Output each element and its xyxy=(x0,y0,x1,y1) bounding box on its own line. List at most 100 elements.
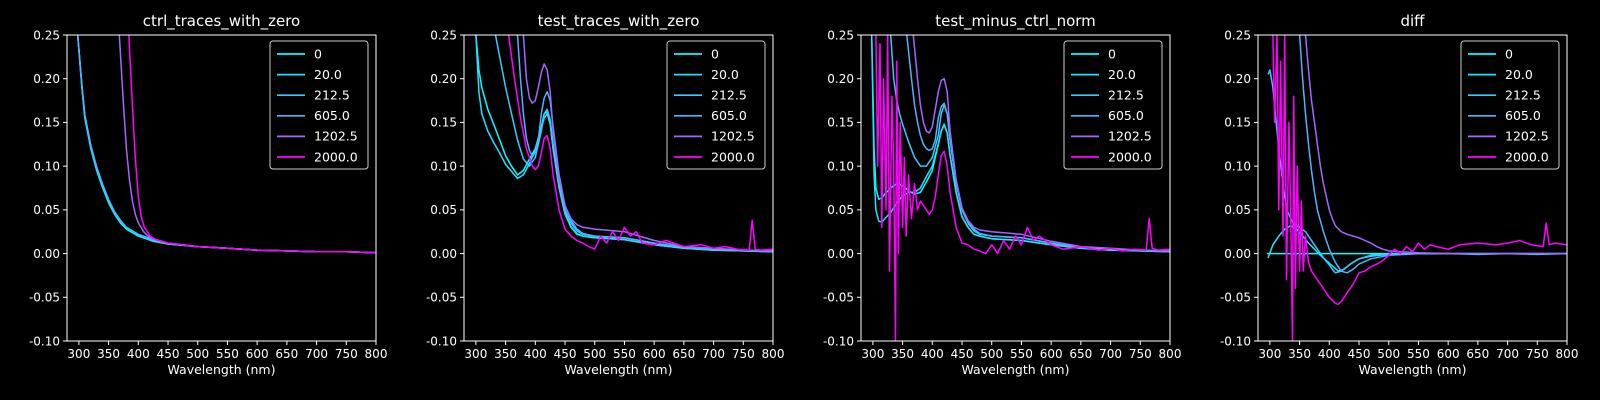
series-line-20.0 xyxy=(1267,224,1567,272)
x-tick-label: 600 xyxy=(643,347,666,361)
legend: 0 20.0 212.5 605.0 1202.5 2000.0 xyxy=(1460,40,1560,170)
legend-label: 20.0 xyxy=(1108,67,1136,82)
x-tick-label: 750 xyxy=(1526,347,1549,361)
y-tick-label: 0.05 xyxy=(430,203,457,217)
x-tick-label: 300 xyxy=(861,347,884,361)
x-tick-label: 400 xyxy=(127,347,150,361)
legend: 0 20.0 212.5 605.0 1202.5 2000.0 xyxy=(269,40,369,170)
axes-frame xyxy=(1257,34,1568,342)
chart-title: diff xyxy=(1400,12,1425,30)
series-group xyxy=(76,35,376,254)
y-tick-label: 0.00 xyxy=(33,247,60,261)
y-tick-label: 0.20 xyxy=(430,72,457,86)
x-tick-label: 450 xyxy=(157,347,180,361)
x-tick-label: 800 xyxy=(1556,347,1579,361)
legend-label: 0 xyxy=(711,46,719,61)
y-tick-label: 0.05 xyxy=(33,203,60,217)
series-line-1202.5 xyxy=(1304,35,1567,255)
x-tick-label: 350 xyxy=(1288,347,1311,361)
axes-frame xyxy=(860,34,1171,342)
series-line-2000.0 xyxy=(128,35,376,254)
x-tick-label: 800 xyxy=(762,347,785,361)
y-tick-label: 0.00 xyxy=(827,247,854,261)
x-tick-label: 400 xyxy=(1318,347,1341,361)
x-tick-label: 650 xyxy=(1466,347,1489,361)
chart-panel-0: ctrl_traces_with_zero Wavelength (nm) 300 3… xyxy=(29,12,388,377)
x-tick-label: 600 xyxy=(246,347,269,361)
x-tick-label: 350 xyxy=(97,347,120,361)
y-tick-label: 0.15 xyxy=(430,116,457,130)
y-tick-label: 0.05 xyxy=(827,203,854,217)
series-group xyxy=(1266,35,1567,341)
x-tick-label: 750 xyxy=(732,347,755,361)
x-tick-label: 450 xyxy=(1348,347,1371,361)
chart-panel-1: test_traces_with_zero Wavelength (nm) 300 3… xyxy=(426,12,785,377)
legend-label: 20.0 xyxy=(711,67,739,82)
x-tick-label: 500 xyxy=(186,347,209,361)
legend-label: 0 xyxy=(314,46,322,61)
legend-label: 2000.0 xyxy=(711,149,755,164)
y-tick-label: -0.05 xyxy=(823,291,854,305)
x-tick-label: 600 xyxy=(1040,347,1063,361)
legend-label: 1202.5 xyxy=(711,129,755,144)
y-tick-label: 0.00 xyxy=(430,247,457,261)
legend: 0 20.0 212.5 605.0 1202.5 2000.0 xyxy=(666,40,766,170)
x-tick-label: 650 xyxy=(1069,347,1092,361)
y-tick-label: 0.05 xyxy=(1224,203,1251,217)
x-tick-label: 300 xyxy=(1258,347,1281,361)
y-tick-label: -0.10 xyxy=(426,334,457,348)
y-tick-label: -0.10 xyxy=(1220,334,1251,348)
legend-label: 2000.0 xyxy=(1505,149,1549,164)
axes-frame xyxy=(463,34,774,342)
y-tick-label: 0.25 xyxy=(827,28,854,42)
x-tick-label: 550 xyxy=(216,347,239,361)
x-tick-label: 400 xyxy=(921,347,944,361)
y-tick-label: 0.25 xyxy=(33,28,60,42)
y-tick-label: 0.10 xyxy=(33,159,60,173)
x-tick-label: 800 xyxy=(1159,347,1182,361)
legend-label: 1202.5 xyxy=(1505,129,1549,144)
legend-label: 605.0 xyxy=(314,108,350,123)
x-tick-label: 750 xyxy=(335,347,358,361)
y-tick-label: 0.15 xyxy=(827,116,854,130)
x-tick-label: 400 xyxy=(524,347,547,361)
series-group xyxy=(870,35,1170,341)
x-tick-label: 500 xyxy=(1377,347,1400,361)
x-axis-label: Wavelength (nm) xyxy=(1359,362,1467,377)
legend-label: 2000.0 xyxy=(1108,149,1152,164)
y-tick-label: -0.10 xyxy=(29,334,60,348)
x-tick-label: 600 xyxy=(1437,347,1460,361)
y-tick-label: 0.20 xyxy=(827,72,854,86)
series-line-2000.0 xyxy=(875,35,1170,341)
legend-label: 1202.5 xyxy=(314,129,358,144)
legend-label: 212.5 xyxy=(1505,88,1541,103)
series-line-20.0 xyxy=(870,35,1170,253)
legend-label: 1202.5 xyxy=(1108,129,1152,144)
series-line-20.0 xyxy=(475,35,773,253)
y-tick-label: 0.20 xyxy=(33,72,60,86)
series-line-2000.0 xyxy=(1272,35,1567,341)
legend-label: 0 xyxy=(1108,46,1116,61)
x-tick-label: 650 xyxy=(672,347,695,361)
x-tick-label: 550 xyxy=(613,347,636,361)
x-tick-label: 350 xyxy=(891,347,914,361)
x-tick-label: 300 xyxy=(464,347,487,361)
x-tick-label: 800 xyxy=(365,347,388,361)
chart-title: test_minus_ctrl_norm xyxy=(935,12,1096,31)
x-axis-label: Wavelength (nm) xyxy=(565,362,673,377)
y-tick-label: 0.15 xyxy=(1224,116,1251,130)
y-tick-label: -0.10 xyxy=(823,334,854,348)
legend-label: 20.0 xyxy=(314,67,342,82)
legend-label: 605.0 xyxy=(1108,108,1144,123)
x-tick-label: 750 xyxy=(1129,347,1152,361)
x-axis-label: Wavelength (nm) xyxy=(962,362,1070,377)
legend: 0 20.0 212.5 605.0 1202.5 2000.0 xyxy=(1063,40,1163,170)
y-tick-label: 0.15 xyxy=(33,116,60,130)
y-tick-label: -0.05 xyxy=(29,291,60,305)
x-axis-label: Wavelength (nm) xyxy=(168,362,276,377)
x-tick-label: 500 xyxy=(980,347,1003,361)
x-tick-label: 300 xyxy=(67,347,90,361)
x-tick-label: 700 xyxy=(305,347,328,361)
series-line-2000.0 xyxy=(507,35,773,251)
